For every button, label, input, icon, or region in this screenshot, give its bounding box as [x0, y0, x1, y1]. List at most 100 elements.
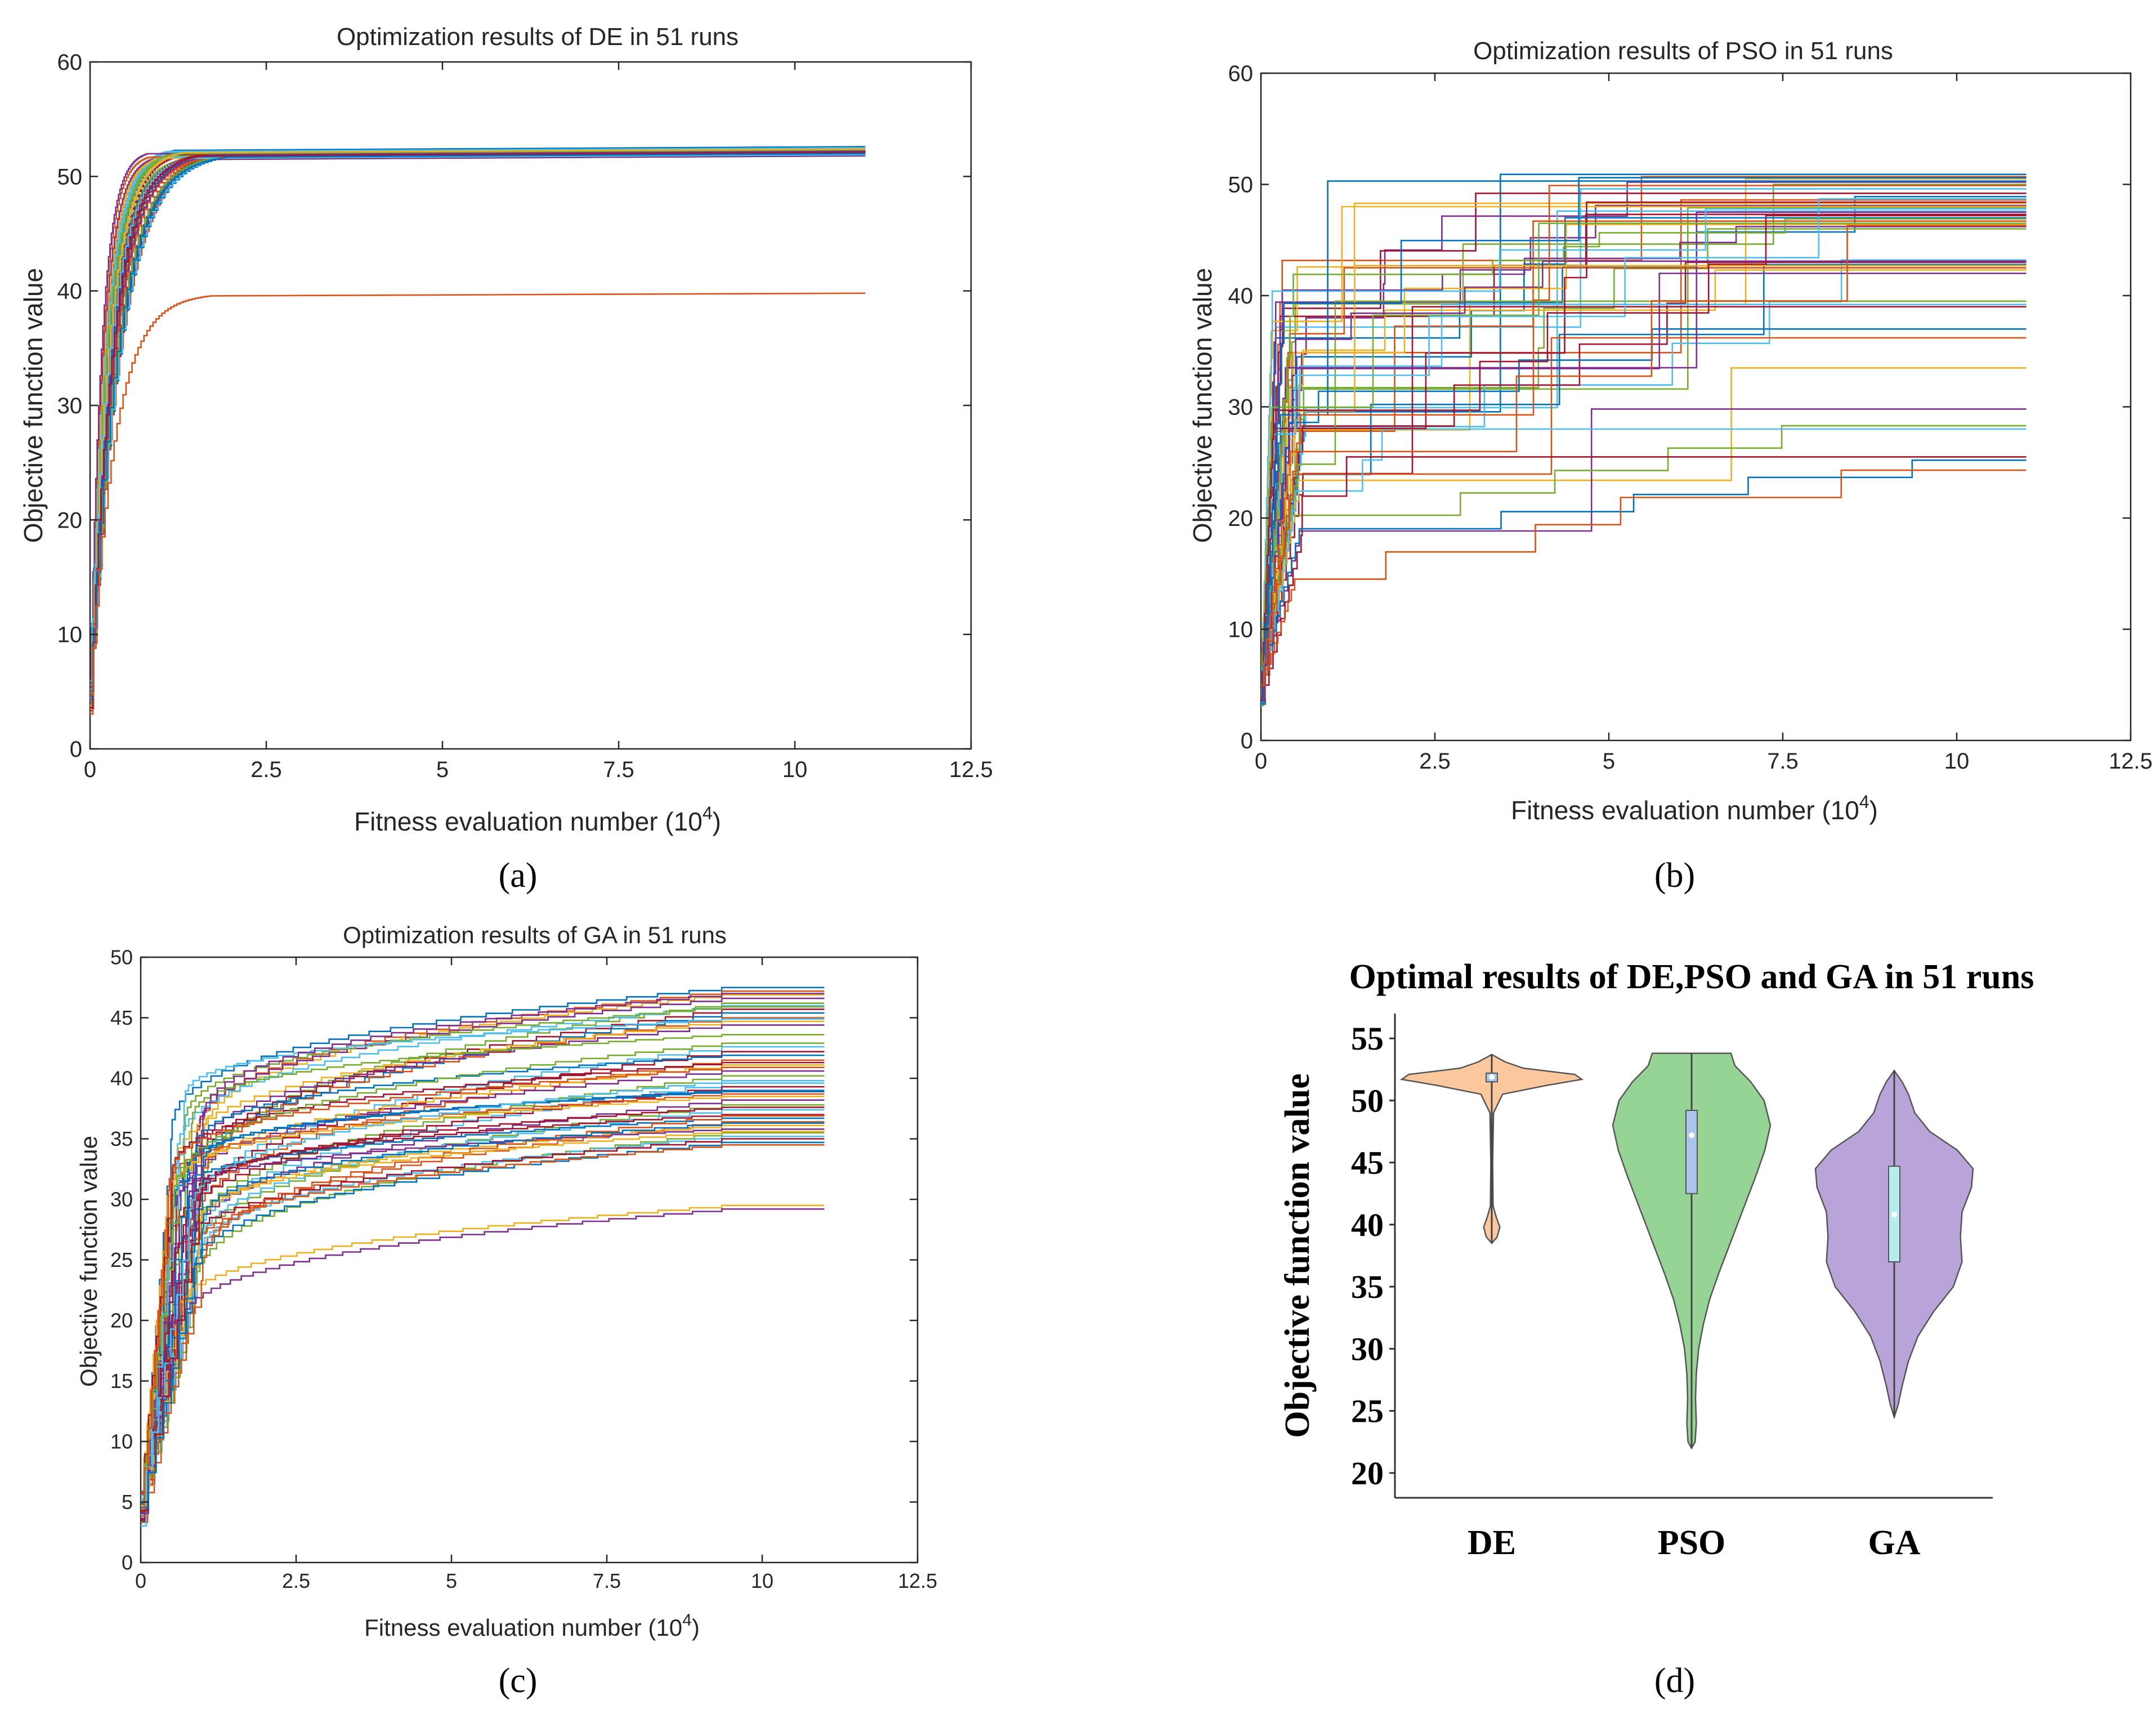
series-line — [141, 1144, 825, 1517]
ytick-label: 30 — [1228, 395, 1254, 420]
panel-c-xlabel: Fitness evaluation number (104) — [364, 1611, 700, 1641]
panel-a-xlabel-close: ) — [713, 807, 721, 836]
panel-b-xlabel-close: ) — [1869, 796, 1878, 825]
panel-b-title: Optimization results of PSO in 51 runs — [1473, 37, 1893, 65]
series-line — [141, 1051, 825, 1506]
series-line — [141, 1204, 825, 1511]
ytick-label: 0 — [1241, 729, 1253, 753]
ytick-label: 15 — [110, 1369, 133, 1392]
ytick-label: 45 — [110, 1006, 133, 1029]
series-line — [90, 153, 866, 706]
ytick-label: 40 — [110, 1067, 133, 1090]
panel-a: Optimization results of DE in 51 runs 0 1… — [19, 23, 993, 895]
panel-a-xticks: 0 2.5 5 7.5 10 12.5 — [84, 62, 993, 782]
ytick-label: 30 — [110, 1188, 133, 1211]
xtick-label: 5 — [1603, 749, 1615, 774]
ytick-label: 0 — [70, 737, 82, 762]
violin-iqr-box — [1685, 1110, 1698, 1194]
xtick-label: 12.5 — [898, 1569, 937, 1592]
panel-b-series-group — [1261, 173, 2027, 707]
series-line — [90, 148, 866, 693]
panel-a-xlabel: Fitness evaluation number (104) — [354, 803, 721, 836]
panel-d-label: (d) — [1654, 1662, 1695, 1700]
panel-c-xlabel-close: ) — [692, 1614, 700, 1641]
panel-c-yticks: 0 5 10 15 20 25 30 35 40 45 50 — [110, 946, 918, 1574]
panel-c-xlabel-exponent: 4 — [682, 1611, 692, 1630]
ytick-label: 60 — [1228, 61, 1254, 86]
xtick-label: 0 — [84, 757, 96, 782]
series-line — [90, 150, 866, 688]
panel-d-title: Optimal results of DE,PSO and GA in 51 r… — [1349, 958, 2034, 996]
ytick-label: 50 — [57, 164, 83, 189]
xtick-label: 10 — [782, 757, 808, 782]
series-line — [141, 1066, 825, 1510]
xtick-label: 0 — [135, 1569, 146, 1592]
xtick-label-pso: PSO — [1658, 1524, 1726, 1562]
panel-b-yticks: 0 10 20 30 40 50 60 — [1228, 61, 2131, 753]
ytick-label: 10 — [57, 623, 83, 648]
series-line — [141, 1122, 825, 1508]
ytick-label: 50 — [110, 946, 133, 969]
ytick-label: 25 — [110, 1248, 133, 1271]
ytick-label: 10 — [1228, 618, 1254, 642]
series-line — [90, 149, 866, 693]
series-line — [141, 1091, 825, 1510]
panel-a-yticks: 0 10 20 30 40 50 60 — [57, 50, 971, 762]
xtick-label: 5 — [446, 1569, 457, 1592]
panel-b-label: (b) — [1654, 856, 1695, 895]
series-line — [90, 292, 866, 696]
violin-median-dot — [1891, 1212, 1897, 1218]
series-line — [141, 1064, 825, 1493]
panel-d-violins — [1399, 1052, 1974, 1450]
violin-median-dot — [1689, 1132, 1694, 1139]
panel-c: Optimization results of GA in 51 runs 0 5… — [75, 922, 937, 1700]
ytick-label: 35 — [110, 1127, 133, 1150]
panel-a-xlabel-exponent: 4 — [703, 803, 713, 823]
series-line — [1261, 469, 2027, 686]
ytick-label: 0 — [122, 1551, 133, 1574]
panel-c-xlabel-text: Fitness evaluation number (10 — [364, 1614, 682, 1641]
series-line — [141, 993, 825, 1514]
panel-d-ylabel: Objective function value — [1278, 1073, 1317, 1438]
ytick-label: 50 — [1228, 173, 1254, 198]
ytick-label: 20 — [1351, 1455, 1384, 1492]
xtick-label: 5 — [436, 757, 449, 782]
series-line — [1261, 456, 2027, 703]
series-line — [1261, 218, 2027, 693]
panel-c-label: (c) — [499, 1662, 538, 1700]
panel-b-xlabel-exponent: 4 — [1859, 792, 1869, 812]
series-line — [141, 1018, 825, 1527]
xtick-label: 7.5 — [593, 1569, 621, 1592]
panel-c-title: Optimization results of GA in 51 runs — [343, 922, 727, 948]
series-line — [141, 1138, 825, 1521]
xtick-label: 7.5 — [603, 757, 634, 782]
violin-median-dot — [1489, 1074, 1495, 1080]
series-line — [1261, 225, 2027, 686]
panel-a-xlabel-text: Fitness evaluation number (10 — [354, 807, 703, 836]
ytick-label: 10 — [110, 1430, 133, 1453]
xtick-label: 2.5 — [1419, 749, 1451, 774]
xtick-label-ga: GA — [1868, 1524, 1921, 1562]
ytick-label: 30 — [1351, 1331, 1384, 1367]
ytick-label: 50 — [1351, 1082, 1384, 1119]
xtick-label: 10 — [1944, 749, 1970, 774]
panel-c-series-group — [141, 987, 825, 1527]
series-line — [1261, 222, 2027, 682]
series-line — [90, 153, 866, 693]
series-line — [141, 1208, 825, 1493]
ytick-label: 25 — [1351, 1393, 1384, 1430]
panel-a-ylabel: Objective function value — [19, 268, 48, 543]
series-line — [1261, 459, 2027, 675]
series-line — [141, 1093, 825, 1512]
xtick-label: 2.5 — [251, 757, 282, 782]
xtick-label: 2.5 — [282, 1569, 310, 1592]
ytick-label: 55 — [1351, 1020, 1384, 1057]
ytick-label: 40 — [1351, 1207, 1384, 1243]
ytick-label: 45 — [1351, 1145, 1384, 1181]
xtick-label: 12.5 — [2109, 749, 2153, 774]
xtick-label-de: DE — [1468, 1524, 1516, 1562]
panel-d-yticks: 20 25 30 35 40 45 50 55 — [1351, 1020, 1395, 1492]
ytick-label: 20 — [1228, 506, 1254, 531]
ytick-label: 35 — [1351, 1269, 1384, 1305]
